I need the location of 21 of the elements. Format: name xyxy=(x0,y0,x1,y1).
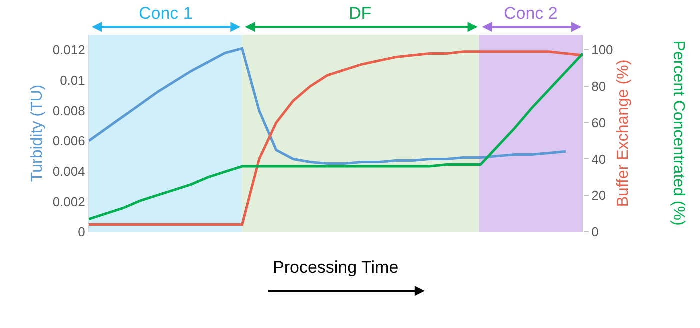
y-tick-label: 0.012 xyxy=(52,42,86,58)
y2-tick-label: 20 xyxy=(592,188,606,204)
text: Percent Concentrated (%) xyxy=(670,40,688,226)
y-tick-label: 0.006 xyxy=(52,134,86,149)
y-tick-label: 0 xyxy=(78,224,86,240)
y2-tick-label: 0 xyxy=(592,224,599,240)
y2-tick-label: 40 xyxy=(592,152,606,167)
y2-tick-label: 80 xyxy=(592,79,606,94)
y-tick-label: 0.008 xyxy=(52,103,86,118)
y2-tick-label: 100 xyxy=(592,42,614,58)
y2-axis-title: Buffer Exchange (%) xyxy=(615,60,632,208)
y-axis-title: Turbidity (TU) xyxy=(28,84,46,182)
text: Conc 1 xyxy=(139,4,193,23)
line-series xyxy=(89,47,568,166)
text: Conc 2 xyxy=(504,4,558,23)
x-axis-title: Processing Time xyxy=(273,258,399,277)
y2-tick-label: 60 xyxy=(592,115,606,130)
y-tick-label: 0.01 xyxy=(60,73,86,88)
y-tick-label: 0.004 xyxy=(52,164,86,179)
text: DF xyxy=(349,4,372,23)
y-tick-label: 0.002 xyxy=(52,194,86,210)
